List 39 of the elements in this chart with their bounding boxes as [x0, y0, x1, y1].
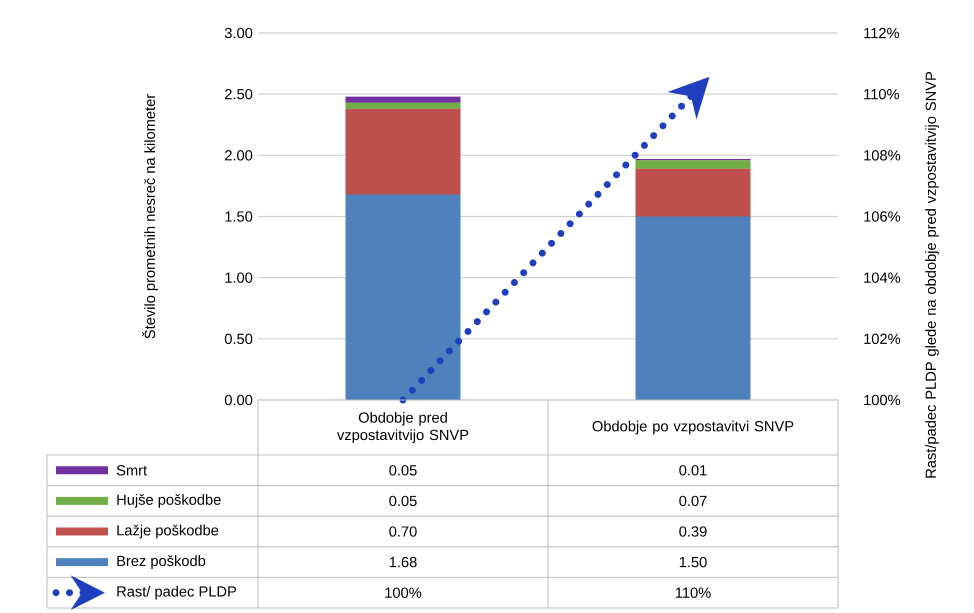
data-label: 0.07 [679, 496, 707, 506]
data-label: 1.68 [390, 556, 417, 568]
y2-tick-label: 106% [864, 211, 900, 222]
bar [636, 168, 750, 216]
y2-tick-label: 108% [864, 150, 900, 161]
y-axis-title: Število prometnih nesreč na kilometer [142, 94, 158, 339]
bar [346, 96, 461, 103]
data-label: 100% [385, 588, 422, 598]
data-label: 110% [676, 588, 711, 598]
y-tick-label: 2.00 [225, 150, 252, 161]
data-label: 0.70 [389, 526, 417, 537]
bar [346, 102, 461, 109]
data-label: 0.01 [679, 465, 707, 476]
y2-tick-label: 110% [864, 88, 900, 100]
y-tick-label: 1.00 [225, 272, 252, 283]
legend-label: Brez poškodb [117, 555, 206, 569]
legend-label: Hujše poškodbe [117, 494, 221, 508]
x-tick-label: Obdobje po vzpostavitvi SNVP [592, 420, 794, 434]
data-label: 1.50 [680, 556, 707, 568]
data-label: 0.39 [679, 526, 707, 537]
y-tick-label: 0.00 [224, 394, 252, 406]
legend-label: Smrt [116, 465, 148, 476]
y2-axis-title: Rast/padec PLDP glede na obdobje pred vzpostavitvijo SNVP [925, 72, 939, 478]
y2-tick-label: 102% [864, 334, 900, 344]
y-tick-label: 3.00 [224, 28, 252, 38]
data-label: 0.05 [389, 465, 417, 476]
y-tick-label: 1.50 [225, 211, 252, 222]
x-tick-label: Obdobje pred vzpostavitvijo SNVP [337, 412, 468, 443]
legend-label: Rast/ padec PLDP [117, 586, 236, 600]
y2-tick-label: 104% [864, 272, 900, 283]
bar [346, 108, 461, 194]
y-tick-label: 0.50 [224, 334, 252, 344]
y2-tick-label: 100% [864, 394, 900, 406]
bar [636, 216, 750, 400]
y-tick-label: 2.50 [225, 88, 252, 100]
y2-tick-label: 112% [864, 28, 900, 38]
legend-label: Lažje poškodbe [117, 524, 218, 538]
bar [636, 160, 750, 169]
data-label: 0.05 [389, 496, 417, 506]
